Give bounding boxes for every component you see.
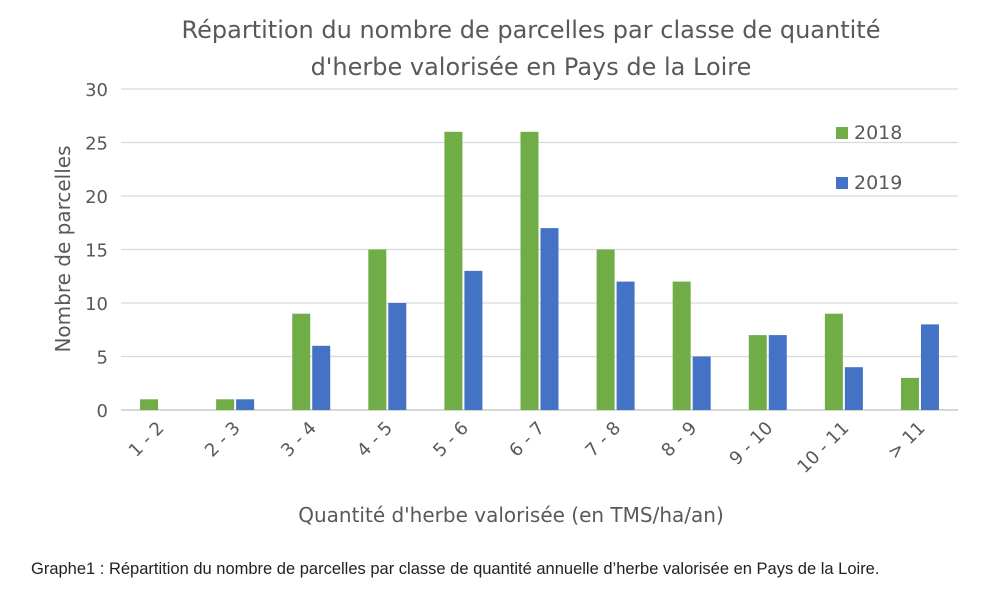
legend-label-2018: 2018 — [854, 122, 902, 144]
chart-title-line-2: d'herbe valorisée en Pays de la Loire — [311, 53, 752, 81]
y-tick-label: 30 — [85, 80, 108, 101]
y-tick-label: 25 — [85, 134, 108, 155]
y-tick-label: 15 — [85, 241, 108, 262]
x-tick-label: 2 - 3 — [201, 418, 245, 462]
bar-2018-5 — [444, 131, 463, 411]
bar-2019-4 — [388, 303, 407, 410]
chart-title-line-1: Répartition du nombre de parcelles par c… — [182, 16, 881, 44]
legend: 2018 2019 — [836, 122, 902, 194]
bar-2019-3 — [312, 345, 331, 410]
bar-2019-11 — [920, 324, 939, 410]
y-axis-label: Nombre de parcelles — [51, 145, 75, 352]
bar-2018-2 — [216, 399, 235, 410]
x-tick-label: 5 - 6 — [429, 418, 473, 462]
bar-2018-3 — [292, 313, 311, 410]
bars — [140, 131, 939, 411]
x-tick-label: 1 - 2 — [125, 418, 169, 462]
y-tick-label: 0 — [97, 401, 108, 422]
x-tick-label: 8 - 9 — [657, 418, 701, 462]
bar-2019-8 — [692, 356, 711, 410]
bar-2018-7 — [596, 249, 615, 410]
legend-label-2019: 2019 — [854, 172, 902, 194]
bar-chart: Répartition du nombre de parcelles par c… — [51, 16, 958, 527]
bar-2018-11 — [900, 377, 919, 410]
y-tick-label: 10 — [85, 294, 108, 315]
gridlines — [121, 88, 958, 411]
bar-2019-7 — [616, 281, 635, 410]
x-tick-label: 9 - 10 — [725, 418, 777, 470]
bar-2019-2 — [236, 399, 255, 410]
x-tick-label: 6 - 7 — [505, 418, 549, 462]
bar-2018-8 — [672, 281, 691, 410]
bar-2019-10 — [844, 367, 863, 410]
y-axis-ticks: 0 5 10 15 20 25 30 — [85, 80, 108, 422]
legend-swatch-2018 — [836, 127, 848, 139]
bar-2018-4 — [368, 249, 387, 410]
x-tick-label: 10 - 11 — [793, 418, 853, 478]
x-tick-label: 3 - 4 — [277, 418, 321, 462]
bar-2018-9 — [748, 335, 767, 410]
bar-2018-6 — [520, 131, 539, 411]
bar-2018-1 — [140, 399, 159, 410]
x-tick-label: 4 - 5 — [353, 418, 397, 462]
y-tick-label: 5 — [97, 348, 108, 369]
figure-caption: Graphe1 : Répartition du nombre de parce… — [31, 560, 880, 578]
x-tick-label: 7 - 8 — [581, 418, 625, 462]
x-axis-label: Quantité d'herbe valorisée (en TMS/ha/an… — [298, 503, 724, 527]
bar-2019-6 — [540, 228, 559, 410]
bar-2019-5 — [464, 270, 483, 410]
bar-2018-10 — [824, 313, 843, 410]
bar-2019-9 — [768, 335, 787, 410]
x-axis-ticks: 1 - 2 2 - 3 3 - 4 4 - 5 5 - 6 6 - 7 7 - 8 8 - 9… — [125, 418, 930, 478]
y-tick-label: 20 — [85, 187, 108, 208]
x-tick-label: > 11 — [884, 418, 930, 464]
legend-swatch-2019 — [836, 177, 848, 189]
